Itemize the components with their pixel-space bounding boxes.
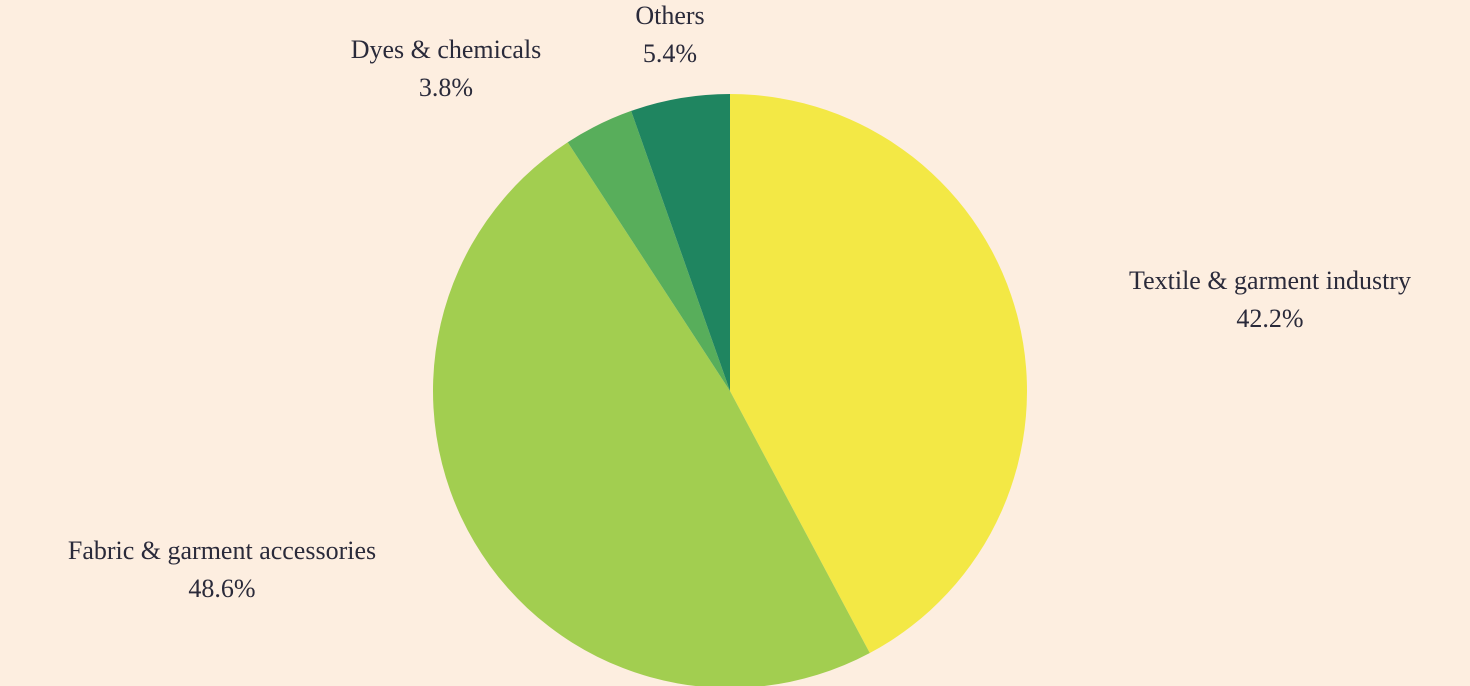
- slice-label: Dyes & chemicals: [351, 35, 542, 64]
- slice-label: Others: [635, 1, 704, 30]
- slice-value-label: 5.4%: [643, 39, 697, 68]
- slice-label: Textile & garment industry: [1129, 266, 1411, 295]
- slice-value-label: 48.6%: [188, 574, 255, 603]
- pie-slice: [631, 94, 730, 391]
- pie-slice: [433, 142, 870, 686]
- pie-slice: [730, 94, 1027, 654]
- pie-slice: [567, 110, 730, 391]
- slice-label: Fabric & garment accessories: [68, 536, 376, 565]
- slice-value-label: 42.2%: [1236, 304, 1303, 333]
- slice-value-label: 3.8%: [419, 73, 473, 102]
